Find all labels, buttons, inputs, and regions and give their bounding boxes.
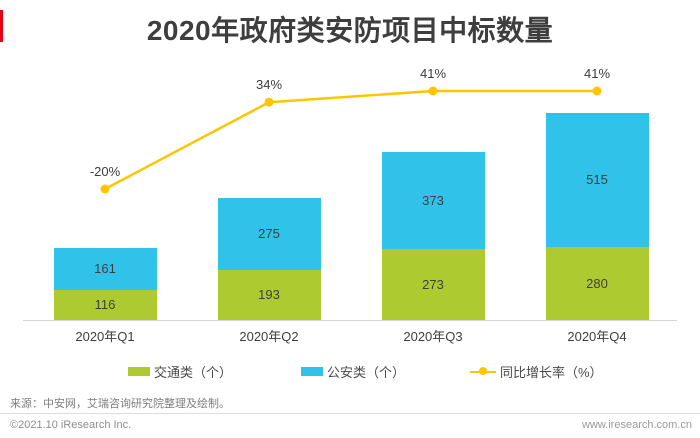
- bar-segment-police: [381, 152, 485, 249]
- bar-value-label: 373: [422, 192, 444, 208]
- legend-label: 交通类（个）: [154, 364, 233, 380]
- bar-segment-traffic: [53, 289, 157, 320]
- bar-value-label: 515: [586, 172, 608, 188]
- legend-label: 同比增长率（%）: [500, 364, 603, 380]
- bar-value-label: 161: [94, 260, 116, 276]
- growth-label: -20%: [89, 164, 121, 179]
- x-axis-label: 2020年Q2: [239, 329, 299, 344]
- bar-segment-traffic: [217, 269, 321, 320]
- growth-line: [104, 89, 597, 191]
- page-title: 2020年政府类安防项目中标数量: [146, 15, 554, 46]
- growth-point: [264, 97, 274, 107]
- bar-value-label: 273: [422, 276, 444, 292]
- growth-point: [428, 86, 438, 96]
- police-swatch-icon: [301, 366, 323, 376]
- bar-value-label: 280: [586, 275, 608, 291]
- source-note: 来源：中安网，艾瑞咨询研究院整理及绘制。: [10, 398, 230, 410]
- growth-point: [592, 86, 602, 96]
- chart-legend: 交通类（个） 公安类（个） 同比增长率（%）: [0, 362, 700, 380]
- copyright-note: ©2021.10 iResearch Inc.: [10, 419, 132, 431]
- bar-value-label: 116: [94, 296, 116, 312]
- x-axis-label: 2020年Q1: [75, 329, 135, 344]
- traffic-swatch-icon: [128, 366, 150, 376]
- bar-segment-traffic: [381, 249, 485, 320]
- growth-label: 41%: [419, 65, 447, 81]
- bar-segment-police: [53, 247, 157, 290]
- growth-point: [100, 184, 110, 194]
- legend-item-growth: 同比增长率（%）: [470, 362, 603, 380]
- x-axis-label: 2020年Q3: [403, 329, 463, 344]
- legend-item-police: 公安类（个）: [301, 362, 405, 380]
- title-accent-bar: [0, 10, 3, 42]
- x-axis-label: 2020年Q4: [567, 329, 627, 344]
- growth-label: 34%: [255, 77, 283, 93]
- footer-divider: [0, 413, 700, 414]
- bar-value-label: 275: [258, 226, 280, 242]
- bar-segment-police: [217, 198, 321, 270]
- bar-segment-traffic: [545, 247, 649, 320]
- growth-label: 41%: [583, 65, 611, 81]
- bar-segment-police: [545, 113, 649, 248]
- legend-item-traffic: 交通类（个）: [128, 362, 232, 380]
- growth-line-icon: [470, 367, 496, 376]
- x-axis-line: [23, 320, 677, 321]
- legend-label: 公安类（个）: [327, 364, 406, 380]
- bar-value-label: 193: [258, 286, 280, 302]
- website-link: www.iresearch.com.cn: [581, 419, 692, 431]
